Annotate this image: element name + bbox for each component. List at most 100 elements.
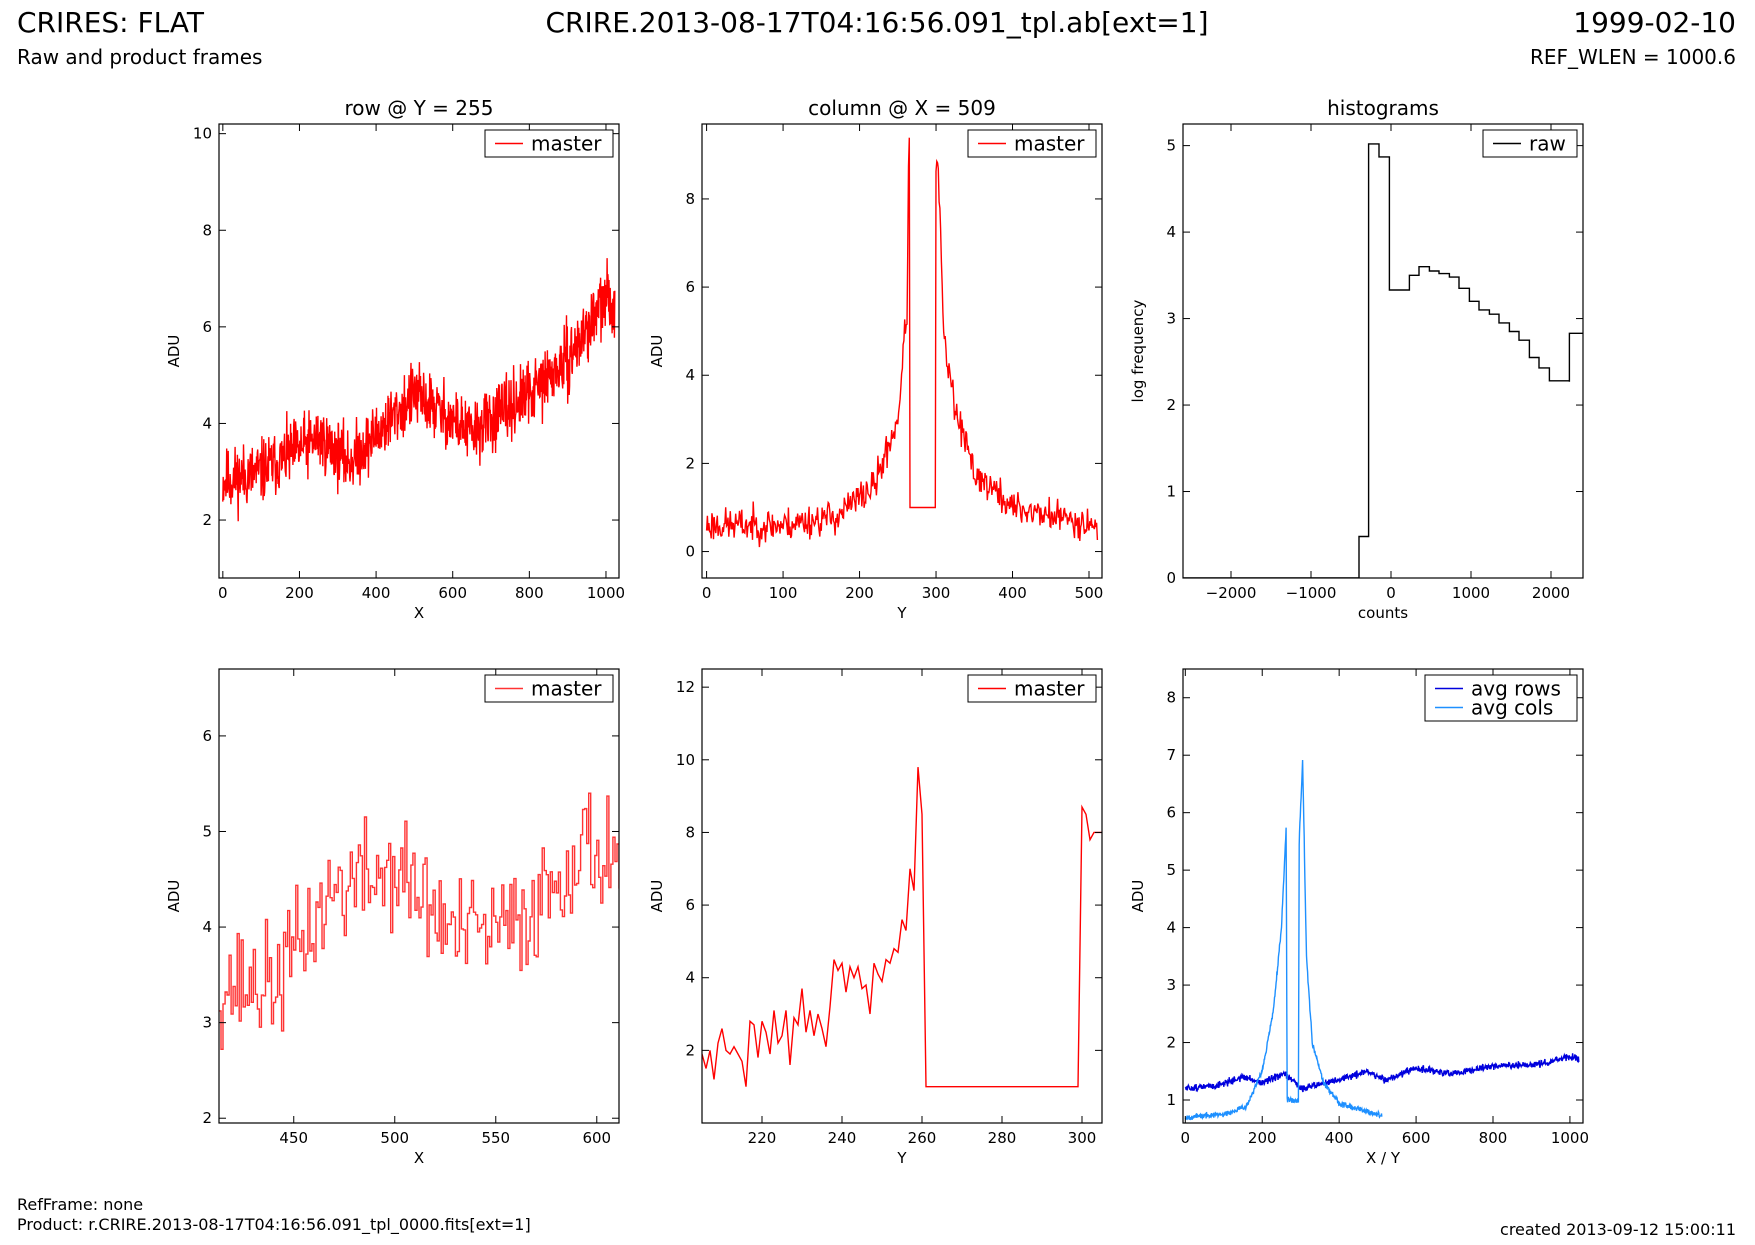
footer-created: created 2013-09-12 15:00:11 bbox=[1500, 1220, 1736, 1239]
legend-label: avg rows bbox=[1471, 677, 1561, 701]
series-line-avg-rows bbox=[1184, 1052, 1580, 1093]
y-tick-label: 4 bbox=[1166, 919, 1176, 937]
legend-box bbox=[967, 674, 1097, 703]
series-line-master bbox=[219, 792, 619, 1050]
legend-label: master bbox=[531, 132, 602, 156]
y-tick-label: 3 bbox=[1166, 976, 1176, 994]
y-tick-label: 6 bbox=[202, 727, 212, 745]
x-tick-label: 220 bbox=[748, 1129, 777, 1147]
x-tick-label: −2000 bbox=[1206, 584, 1257, 602]
y-axis-label: ADU bbox=[648, 880, 666, 913]
y-tick-label: 8 bbox=[202, 221, 212, 239]
x-tick-label: 600 bbox=[1402, 1129, 1431, 1147]
y-tick-label: 8 bbox=[1166, 689, 1176, 707]
series-line-master bbox=[702, 767, 1102, 1088]
y-tick-label: 2 bbox=[202, 511, 212, 529]
series-line-master bbox=[705, 137, 1099, 548]
x-tick-label: 550 bbox=[481, 1129, 510, 1147]
x-tick-label: 100 bbox=[769, 584, 798, 602]
plot-frame bbox=[701, 668, 1103, 1124]
y-tick-label: 2 bbox=[202, 1109, 212, 1127]
x-tick-label: 400 bbox=[1325, 1129, 1354, 1147]
x-tick-label: 260 bbox=[908, 1129, 937, 1147]
plot-frame bbox=[1182, 668, 1584, 1124]
plot-frame bbox=[701, 123, 1103, 579]
y-tick-label: 3 bbox=[202, 1014, 212, 1032]
y-tick-label: 7 bbox=[1166, 746, 1176, 764]
y-tick-label: 8 bbox=[685, 190, 695, 208]
report-date: 1999-02-10 bbox=[1573, 6, 1736, 39]
x-tick-label: 200 bbox=[1248, 1129, 1277, 1147]
chart-row: 0 200 400 600 800 1000 2 4 6 8 10 row @ Y = 255 X ADU… bbox=[165, 96, 625, 622]
y-tick-label: 6 bbox=[685, 278, 695, 296]
y-tick-label: 5 bbox=[1166, 137, 1176, 155]
plot-frame bbox=[218, 123, 620, 579]
y-tick-label: 8 bbox=[685, 823, 695, 841]
y-tick-label: 4 bbox=[685, 969, 695, 987]
x-axis-label: X bbox=[414, 604, 424, 622]
chart-histogram: −2000 −1000 0 1000 2000 0 1 2 3 4 5 histograms count… bbox=[1129, 96, 1584, 622]
x-tick-label: 0 bbox=[218, 584, 228, 602]
x-tick-label: 200 bbox=[285, 584, 314, 602]
y-tick-label: 2 bbox=[1166, 396, 1176, 414]
report-subtitle: Raw and product frames bbox=[17, 45, 263, 69]
series-line-avg-cols bbox=[1184, 759, 1383, 1121]
y-tick-label: 4 bbox=[685, 366, 695, 384]
y-tick-label: 5 bbox=[202, 822, 212, 840]
x-tick-label: 240 bbox=[828, 1129, 857, 1147]
y-tick-label: 2 bbox=[1166, 1034, 1176, 1052]
plot-frame bbox=[218, 668, 620, 1124]
y-tick-label: 12 bbox=[676, 678, 695, 696]
x-tick-label: 1000 bbox=[1551, 1129, 1589, 1147]
x-tick-label: 1000 bbox=[587, 584, 625, 602]
chart-averages: 0 200 400 600 800 1000 1 2 3 4 5 6 7 8 X / Y ADU avg row… bbox=[1129, 668, 1589, 1167]
chart-title: row @ Y = 255 bbox=[345, 96, 494, 120]
legend-label: avg cols bbox=[1471, 696, 1553, 720]
x-tick-label: 300 bbox=[922, 584, 951, 602]
y-tick-label: 6 bbox=[685, 896, 695, 914]
x-tick-label: 800 bbox=[515, 584, 544, 602]
chart-title: column @ X = 509 bbox=[808, 96, 996, 120]
series-line-raw bbox=[1183, 143, 1583, 578]
x-tick-label: 400 bbox=[362, 584, 391, 602]
ref-wlen: REF_WLEN = 1000.6 bbox=[1529, 45, 1736, 69]
x-tick-label: 1000 bbox=[1452, 584, 1490, 602]
y-tick-label: 4 bbox=[202, 414, 212, 432]
x-tick-label: −1000 bbox=[1286, 584, 1337, 602]
y-tick-label: 3 bbox=[1166, 310, 1176, 328]
file-title: CRIRE.2013-08-17T04:16:56.091_tpl.ab[ext… bbox=[545, 6, 1209, 39]
y-axis-label: ADU bbox=[648, 335, 666, 368]
x-tick-label: 400 bbox=[998, 584, 1027, 602]
x-tick-label: 450 bbox=[279, 1129, 308, 1147]
y-tick-label: 5 bbox=[1166, 861, 1176, 879]
legend-box bbox=[1424, 674, 1578, 722]
x-axis-label: X / Y bbox=[1366, 1149, 1401, 1167]
x-axis-label: counts bbox=[1358, 604, 1408, 622]
y-tick-label: 1 bbox=[1166, 1091, 1176, 1109]
x-tick-label: 600 bbox=[438, 584, 467, 602]
x-tick-label: 280 bbox=[988, 1129, 1017, 1147]
footer-product: Product: r.CRIRE.2013-08-17T04:16:56.091… bbox=[17, 1215, 531, 1234]
x-tick-label: 0 bbox=[702, 584, 712, 602]
y-tick-label: 10 bbox=[676, 751, 695, 769]
y-tick-label: 10 bbox=[193, 125, 212, 143]
x-axis-label: Y bbox=[896, 604, 907, 622]
x-tick-label: 200 bbox=[845, 584, 874, 602]
y-tick-label: 6 bbox=[1166, 804, 1176, 822]
chart-column: 0 100 200 300 400 500 0 2 4 6 8 column @ X = 509 Y AD… bbox=[648, 96, 1103, 622]
y-tick-label: 4 bbox=[1166, 223, 1176, 241]
chart-title: histograms bbox=[1327, 96, 1439, 120]
x-tick-label: 0 bbox=[1386, 584, 1396, 602]
y-tick-label: 2 bbox=[685, 1041, 695, 1059]
x-tick-label: 500 bbox=[380, 1129, 409, 1147]
y-tick-label: 0 bbox=[685, 543, 695, 561]
series-line-master bbox=[222, 258, 616, 522]
legend-label: master bbox=[1014, 677, 1085, 701]
chart-row-zoom: 450 500 550 600 2 3 4 5 6 X ADU master bbox=[165, 668, 620, 1167]
x-tick-label: 0 bbox=[1181, 1129, 1191, 1147]
report-title: CRIRES: FLAT bbox=[17, 6, 204, 39]
legend-label: master bbox=[1014, 132, 1085, 156]
plot-frame bbox=[1182, 123, 1584, 579]
y-tick-label: 1 bbox=[1166, 483, 1176, 501]
